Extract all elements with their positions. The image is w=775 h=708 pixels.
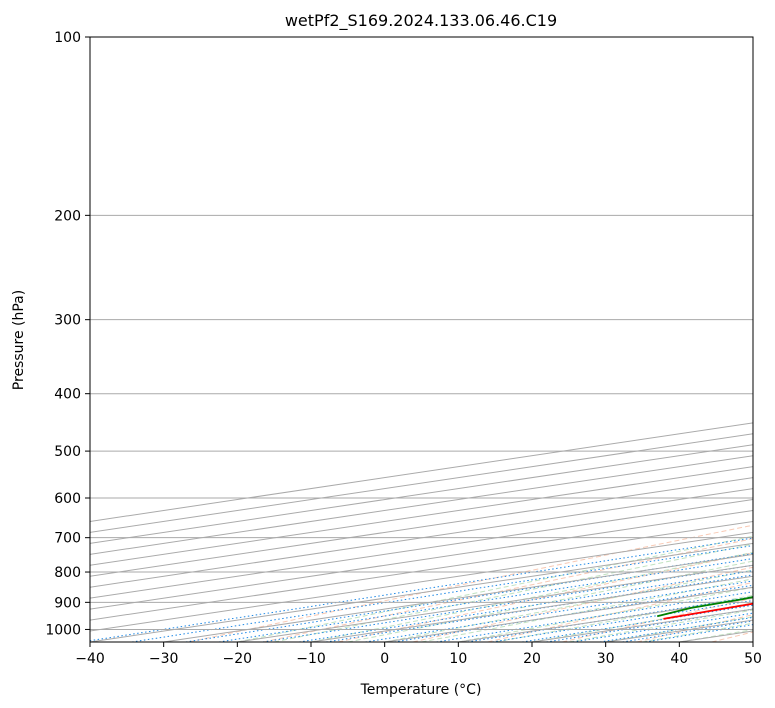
y-tick-label: 500 [54, 444, 81, 460]
y-tick-label: 900 [54, 595, 81, 611]
x-tick-label: 10 [449, 651, 467, 667]
isotherm-gridline [90, 520, 753, 621]
y-tick-label: 800 [54, 565, 81, 581]
y-axis-label: Pressure (hPa) [11, 290, 27, 390]
x-tick-label: −40 [75, 651, 105, 667]
isotherm-gridline [90, 499, 753, 599]
moist-adiabat [274, 543, 753, 642]
isotherm-gridline [90, 444, 753, 544]
mixing-ratio-line [492, 600, 753, 642]
mixing-ratio-line [90, 537, 753, 642]
isotherm-gridline [90, 466, 753, 566]
isotherm-gridline [90, 531, 753, 632]
x-tick-label: 0 [380, 651, 389, 667]
y-tick-label: 200 [54, 208, 81, 224]
mixing-ratio-line [185, 553, 753, 642]
y-ticks: 100 200 300 400 500 600 700 800 900 1000 [45, 30, 90, 638]
isotherm-gridline [90, 488, 753, 588]
isotherm-gridline [90, 509, 753, 610]
y-tick-label: 700 [54, 531, 81, 547]
plot-frame [89, 36, 754, 643]
moist-adiabat [421, 578, 753, 642]
dry-adiabat [562, 597, 753, 642]
mixing-ratio-line [131, 545, 753, 642]
y-tick-label: 600 [54, 491, 81, 507]
dry-adiabat [188, 524, 753, 642]
mixing-ratio-line [218, 558, 753, 642]
x-tick-label: 30 [597, 651, 615, 667]
x-axis-label: Temperature (°C) [360, 682, 482, 698]
moist-adiabat [347, 560, 753, 642]
x-tick-label: −20 [223, 651, 253, 667]
dry-adiabat [412, 566, 753, 642]
x-tick-label: −10 [296, 651, 326, 667]
moist-adiabat [237, 535, 753, 642]
x-tick-label: −30 [149, 651, 179, 667]
y-tick-label: 300 [54, 313, 81, 329]
x-ticks: −40 −30 −20 −10 0 10 20 30 40 50 [75, 642, 762, 667]
x-tick-label: 50 [744, 651, 762, 667]
moist-adiabat [495, 594, 753, 642]
x-tick-label: 20 [523, 651, 541, 667]
y-tick-label: 1000 [45, 622, 81, 638]
isotherm-gridline [90, 455, 753, 555]
mixing-ratio-line [599, 616, 753, 642]
chart-title: wetPf2_S169.2024.133.06.46.C19 [285, 11, 557, 31]
x-tick-label: 40 [670, 651, 688, 667]
mixing-ratio-line [572, 612, 753, 642]
isotherm-gridline [90, 477, 753, 577]
y-tick-label: 400 [54, 387, 81, 403]
y-tick-label: 100 [54, 30, 81, 46]
dry-adiabat [263, 538, 753, 642]
